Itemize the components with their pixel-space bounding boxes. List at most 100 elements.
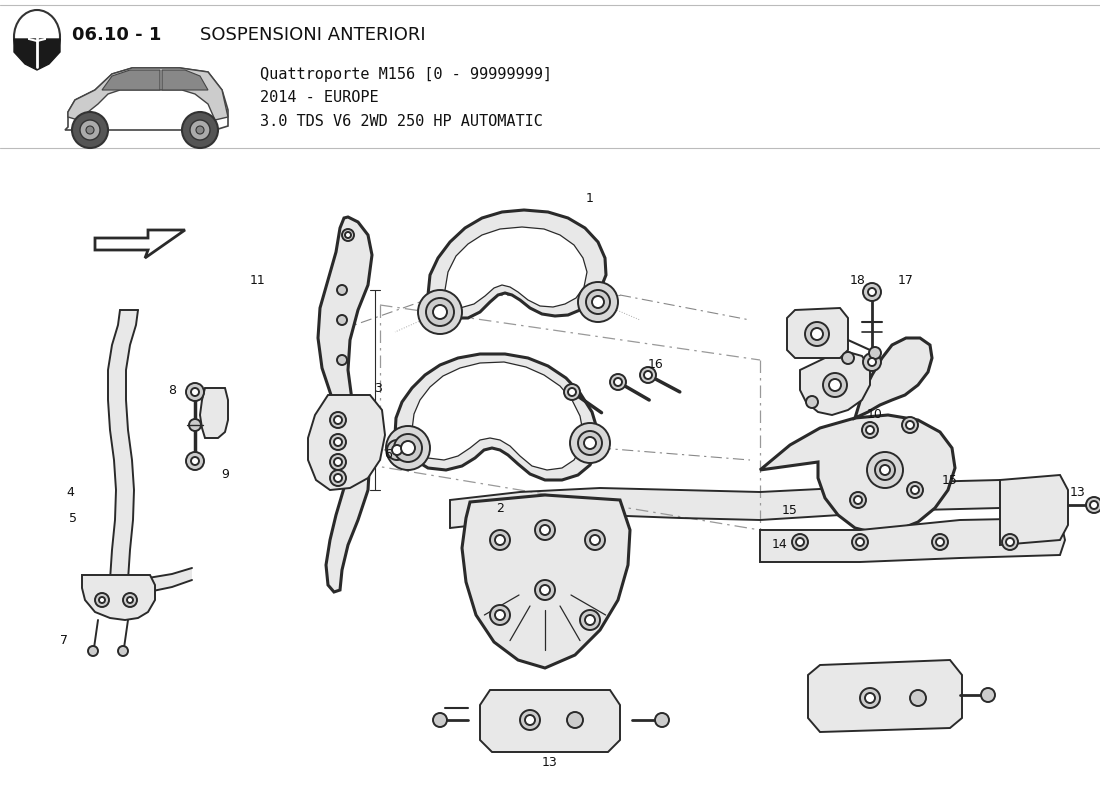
Polygon shape (855, 338, 932, 418)
Polygon shape (95, 230, 185, 258)
Circle shape (433, 305, 447, 319)
Circle shape (394, 434, 422, 462)
Circle shape (860, 688, 880, 708)
Polygon shape (760, 415, 955, 533)
Polygon shape (308, 395, 385, 490)
Circle shape (418, 290, 462, 334)
Circle shape (191, 457, 199, 465)
Circle shape (182, 112, 218, 148)
Circle shape (495, 610, 505, 620)
Polygon shape (68, 68, 228, 120)
Circle shape (330, 412, 346, 428)
Circle shape (330, 470, 346, 486)
Polygon shape (808, 660, 962, 732)
Polygon shape (1000, 475, 1068, 545)
Text: SOSPENSIONI ANTERIORI: SOSPENSIONI ANTERIORI (200, 26, 426, 44)
Polygon shape (200, 388, 228, 438)
Polygon shape (760, 518, 1065, 562)
Circle shape (334, 458, 342, 466)
Circle shape (880, 465, 890, 475)
Circle shape (856, 538, 864, 546)
Circle shape (852, 534, 868, 550)
Text: 16: 16 (648, 358, 664, 371)
Circle shape (118, 646, 128, 656)
Circle shape (868, 358, 876, 366)
Text: Quattroporte M156 [0 - 99999999]: Quattroporte M156 [0 - 99999999] (260, 67, 552, 82)
Circle shape (345, 232, 351, 238)
Circle shape (495, 535, 505, 545)
Text: 1: 1 (586, 191, 594, 205)
Circle shape (540, 525, 550, 535)
Text: 8: 8 (168, 383, 176, 397)
Circle shape (864, 283, 881, 301)
Circle shape (805, 322, 829, 346)
Circle shape (80, 120, 100, 140)
Circle shape (936, 538, 944, 546)
Circle shape (342, 229, 354, 241)
Circle shape (402, 441, 415, 455)
Circle shape (334, 416, 342, 424)
Circle shape (490, 605, 510, 625)
Circle shape (337, 355, 346, 365)
Circle shape (654, 713, 669, 727)
Circle shape (540, 585, 550, 595)
Circle shape (864, 353, 881, 371)
Text: 11: 11 (250, 274, 266, 286)
Circle shape (865, 693, 874, 703)
Circle shape (614, 378, 622, 386)
Polygon shape (446, 227, 587, 308)
Circle shape (584, 437, 596, 449)
Polygon shape (786, 308, 848, 358)
Circle shape (854, 496, 862, 504)
Text: 06.10 - 1: 06.10 - 1 (72, 26, 162, 44)
Circle shape (796, 538, 804, 546)
Polygon shape (102, 70, 160, 90)
Circle shape (525, 715, 535, 725)
Circle shape (868, 288, 876, 296)
Text: 13: 13 (1070, 486, 1086, 498)
Circle shape (426, 298, 454, 326)
Circle shape (186, 452, 204, 470)
Circle shape (906, 421, 914, 429)
Circle shape (823, 373, 847, 397)
Circle shape (586, 290, 611, 314)
Circle shape (850, 492, 866, 508)
Circle shape (535, 520, 556, 540)
Text: 6: 6 (384, 449, 392, 462)
Circle shape (644, 371, 652, 379)
Circle shape (590, 535, 600, 545)
Circle shape (1090, 501, 1098, 509)
Circle shape (88, 646, 98, 656)
Circle shape (902, 417, 918, 433)
Circle shape (190, 120, 210, 140)
Polygon shape (14, 39, 60, 70)
Circle shape (99, 597, 104, 603)
Circle shape (1002, 534, 1018, 550)
Circle shape (566, 712, 583, 728)
Circle shape (392, 445, 402, 455)
Text: 7: 7 (60, 634, 68, 646)
Circle shape (610, 374, 626, 390)
Ellipse shape (14, 10, 60, 64)
Circle shape (842, 352, 854, 364)
Text: 13: 13 (542, 755, 558, 769)
Circle shape (981, 688, 996, 702)
Polygon shape (428, 210, 606, 318)
Circle shape (829, 379, 842, 391)
Circle shape (337, 285, 346, 295)
Text: 5: 5 (69, 511, 77, 525)
Circle shape (592, 296, 604, 308)
Circle shape (869, 347, 881, 359)
Circle shape (570, 423, 611, 463)
Polygon shape (800, 352, 870, 415)
Circle shape (334, 438, 342, 446)
Polygon shape (108, 310, 138, 580)
Circle shape (330, 434, 346, 450)
Circle shape (874, 460, 895, 480)
Text: 10: 10 (867, 409, 883, 422)
Circle shape (792, 534, 808, 550)
Circle shape (862, 422, 878, 438)
Circle shape (932, 534, 948, 550)
Circle shape (123, 593, 138, 607)
Text: 15: 15 (942, 474, 958, 486)
